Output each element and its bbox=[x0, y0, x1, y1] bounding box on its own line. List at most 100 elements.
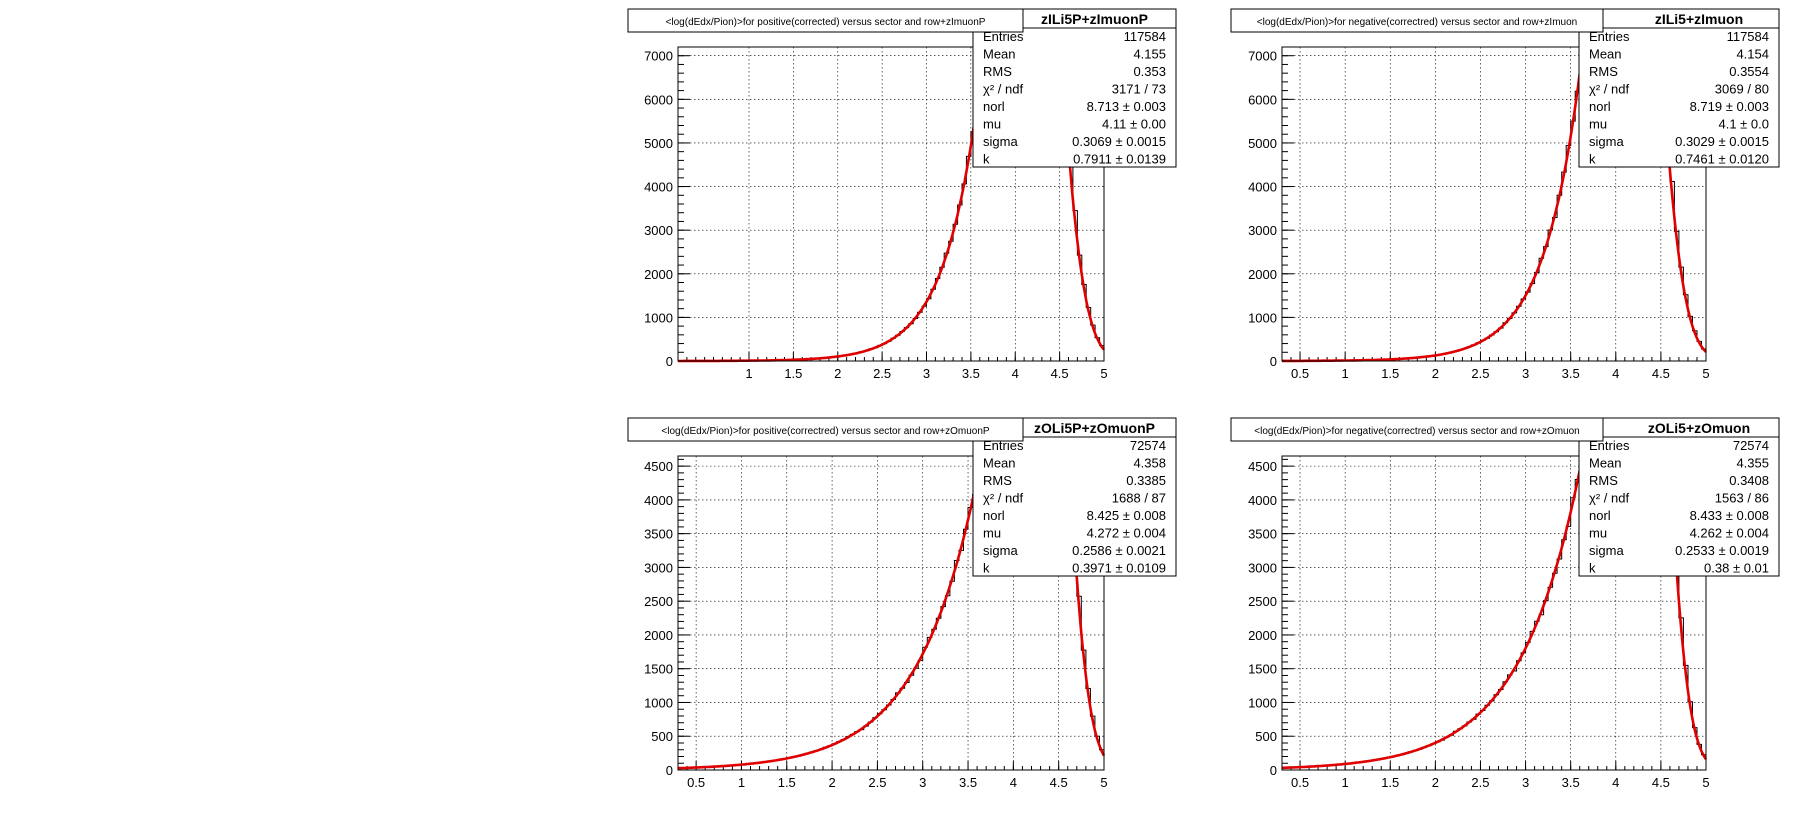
y-tick-label: 4500 bbox=[644, 459, 673, 474]
chart-panel-3: 0.5 1 1.5 2 2.5 3 3.5 4 4.5 5 0 500 1000 1500 2000 2500… bbox=[627, 417, 1177, 790]
y-tick-label: 1500 bbox=[644, 662, 673, 677]
chart-title: <log(dEdx/Pion)>for negative(correctred)… bbox=[1254, 426, 1579, 437]
y-tick-label: 2000 bbox=[1248, 628, 1277, 643]
stats-value: 0.3029 ± 0.0015 bbox=[1675, 134, 1769, 149]
y-tick-label: 4000 bbox=[1248, 493, 1277, 508]
stats-label: norl bbox=[1589, 508, 1611, 523]
y-tick-label: 3000 bbox=[644, 560, 673, 575]
stats-value: 0.2586 ± 0.0021 bbox=[1072, 543, 1166, 558]
x-tick-label: 3.5 bbox=[1562, 775, 1580, 790]
stats-label: Mean bbox=[983, 456, 1016, 471]
y-tick-label: 4000 bbox=[1248, 180, 1277, 195]
y-tick-label: 4000 bbox=[644, 493, 673, 508]
y-tick-label: 5000 bbox=[644, 136, 673, 151]
stats-title: zILi5P+zImuonP bbox=[1041, 11, 1148, 27]
x-tick-label: 2 bbox=[828, 775, 835, 790]
y-tick-label: 2500 bbox=[644, 594, 673, 609]
y-tick-label: 0 bbox=[666, 763, 673, 778]
y-tick-label: 4000 bbox=[644, 180, 673, 195]
x-tick-label: 5 bbox=[1702, 775, 1709, 790]
stats-value: 117584 bbox=[1124, 29, 1166, 44]
stats-label: χ² / ndf bbox=[983, 82, 1023, 97]
stats-value: 4.262 ± 0.004 bbox=[1690, 526, 1769, 541]
stats-box bbox=[972, 8, 1177, 168]
x-tick-label: 1 bbox=[745, 366, 752, 381]
stats-value: 1688 / 87 bbox=[1112, 491, 1166, 506]
x-tick-label: 3.5 bbox=[962, 366, 980, 381]
x-tick-label: 2.5 bbox=[873, 366, 891, 381]
y-tick-label: 1000 bbox=[644, 695, 673, 710]
stats-value: 4.358 bbox=[1133, 456, 1166, 471]
stats-value: 4.155 bbox=[1133, 47, 1166, 62]
title-box bbox=[627, 417, 1024, 442]
chart-title: <log(dEdx/Pion)>for negative(correctred)… bbox=[1257, 17, 1577, 28]
y-tick-label: 2000 bbox=[644, 267, 673, 282]
x-tick-label: 2.5 bbox=[868, 775, 886, 790]
stats-box bbox=[1578, 417, 1780, 577]
x-tick-label: 4.5 bbox=[1652, 775, 1670, 790]
plot-frame bbox=[1281, 455, 1707, 771]
chart-panel-4: 0.5 1 1.5 2 2.5 3 3.5 4 4.5 5 0 500 1000 1500 2000 2500… bbox=[1230, 417, 1780, 790]
x-tick-label: 2.5 bbox=[1471, 775, 1489, 790]
y-tick-label: 2000 bbox=[644, 628, 673, 643]
stats-label: sigma bbox=[983, 134, 1018, 149]
x-tick-label: 1 bbox=[1342, 366, 1349, 381]
x-tick-label: 4 bbox=[1612, 366, 1619, 381]
stats-label: k bbox=[1589, 152, 1596, 167]
stats-value: 8.719 ± 0.003 bbox=[1690, 99, 1769, 114]
y-tick-label: 0 bbox=[1270, 763, 1277, 778]
y-tick-label: 3000 bbox=[644, 223, 673, 238]
stats-value: 0.2533 ± 0.0019 bbox=[1675, 543, 1769, 558]
x-tick-label: 4.5 bbox=[1652, 366, 1670, 381]
stats-label: Mean bbox=[983, 47, 1016, 62]
chart-title: <log(dEdx/Pion)>for positive(correctred)… bbox=[661, 426, 990, 437]
stats-value: 72574 bbox=[1130, 438, 1166, 453]
stats-label: k bbox=[983, 561, 990, 576]
x-tick-label: 5 bbox=[1100, 366, 1107, 381]
x-tick-label: 1.5 bbox=[1381, 775, 1399, 790]
y-tick-label: 7000 bbox=[644, 49, 673, 64]
stats-label: χ² / ndf bbox=[1589, 82, 1629, 97]
stats-value: 4.11 ± 0.00 bbox=[1102, 117, 1166, 132]
y-tick-label: 6000 bbox=[1248, 92, 1277, 107]
y-tick-label: 2500 bbox=[1248, 594, 1277, 609]
stats-value: 3171 / 73 bbox=[1112, 82, 1166, 97]
y-tick-label: 1000 bbox=[1248, 310, 1277, 325]
stats-label: Entries bbox=[1589, 438, 1630, 453]
stats-label: Entries bbox=[1589, 29, 1630, 44]
stats-label: χ² / ndf bbox=[1589, 491, 1629, 506]
x-tick-label: 1 bbox=[738, 775, 745, 790]
stats-label: norl bbox=[983, 99, 1005, 114]
stats-value: 0.38 ± 0.01 bbox=[1704, 561, 1769, 576]
x-tick-label: 5 bbox=[1100, 775, 1107, 790]
stats-box bbox=[1578, 8, 1780, 168]
stats-value: 0.7911 ± 0.0139 bbox=[1073, 152, 1166, 167]
y-tick-label: 1000 bbox=[1248, 695, 1277, 710]
x-tick-label: 4.5 bbox=[1051, 366, 1069, 381]
stats-value: 0.3069 ± 0.0015 bbox=[1072, 134, 1166, 149]
chart-title: <log(dEdx/Pion)>for positive(corrected) … bbox=[666, 17, 986, 28]
y-tick-label: 6000 bbox=[644, 92, 673, 107]
x-tick-label: 0.5 bbox=[687, 775, 705, 790]
x-tick-label: 0.5 bbox=[1291, 366, 1309, 381]
y-tick-label: 0 bbox=[1270, 354, 1277, 369]
y-tick-label: 0 bbox=[666, 354, 673, 369]
stats-value: 1563 / 86 bbox=[1715, 491, 1769, 506]
stats-label: Mean bbox=[1589, 47, 1622, 62]
stats-value: 0.3554 bbox=[1729, 64, 1769, 79]
x-tick-label: 3 bbox=[919, 775, 926, 790]
stats-value: 8.713 ± 0.003 bbox=[1087, 99, 1166, 114]
y-tick-label: 5000 bbox=[1248, 136, 1277, 151]
y-tick-label: 3500 bbox=[644, 527, 673, 542]
y-tick-label: 1000 bbox=[644, 310, 673, 325]
stats-title: zOLi5+zOmuon bbox=[1648, 420, 1750, 436]
y-tick-label: 3000 bbox=[1248, 560, 1277, 575]
title-box bbox=[1230, 417, 1604, 442]
stats-value: 72574 bbox=[1733, 438, 1769, 453]
title-box bbox=[627, 8, 1024, 33]
x-tick-label: 2 bbox=[1432, 366, 1439, 381]
y-tick-label: 7000 bbox=[1248, 49, 1277, 64]
stats-label: RMS bbox=[1589, 473, 1618, 488]
plot-frame bbox=[677, 46, 1105, 362]
